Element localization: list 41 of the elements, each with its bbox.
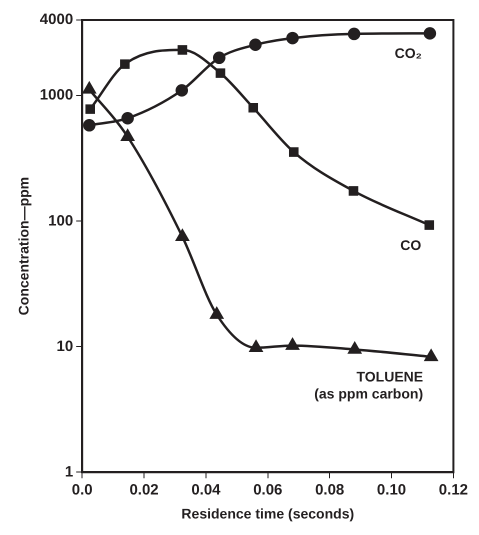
series-label: CO: [400, 236, 422, 253]
x-tick-label: 0.08: [315, 481, 344, 498]
y-axis-title: Concentration—ppm: [15, 176, 32, 316]
point: [348, 342, 362, 354]
point: [424, 220, 434, 230]
x-tick-label: 0.0: [72, 481, 93, 498]
series-label: TOLUENE (as ppm carbon): [314, 368, 424, 402]
point: [424, 27, 436, 40]
x-tick-label: 0.12: [438, 481, 468, 498]
point: [85, 104, 95, 114]
point: [250, 340, 262, 352]
y-tick-label: 4000: [40, 11, 74, 28]
y-tick-label: 100: [48, 212, 74, 230]
point: [82, 82, 96, 94]
point: [176, 230, 189, 242]
point: [288, 147, 299, 157]
point: [83, 119, 96, 132]
y-tick-label: 10: [56, 338, 74, 355]
point: [178, 45, 188, 55]
point: [121, 112, 134, 124]
point: [176, 84, 188, 97]
x-tick-label: 0.02: [129, 481, 159, 498]
point: [348, 28, 360, 40]
y-tick-label: 1000: [40, 86, 74, 104]
x-tick-label: 0.06: [253, 481, 282, 498]
point: [248, 102, 258, 113]
point: [348, 186, 358, 196]
point: [212, 52, 226, 64]
point: [286, 32, 299, 44]
x-tick-label: 0.10: [376, 481, 406, 498]
point: [216, 68, 226, 78]
point: [286, 338, 299, 350]
point: [424, 350, 438, 362]
point: [120, 59, 130, 69]
x-axis-title: Residence time (seconds): [181, 505, 354, 522]
point: [210, 307, 224, 319]
y-tick-label: 1: [64, 463, 74, 480]
point: [249, 38, 262, 52]
series-label: CO₂: [394, 45, 422, 62]
point: [121, 129, 134, 141]
x-tick-label: 0.04: [191, 481, 222, 498]
